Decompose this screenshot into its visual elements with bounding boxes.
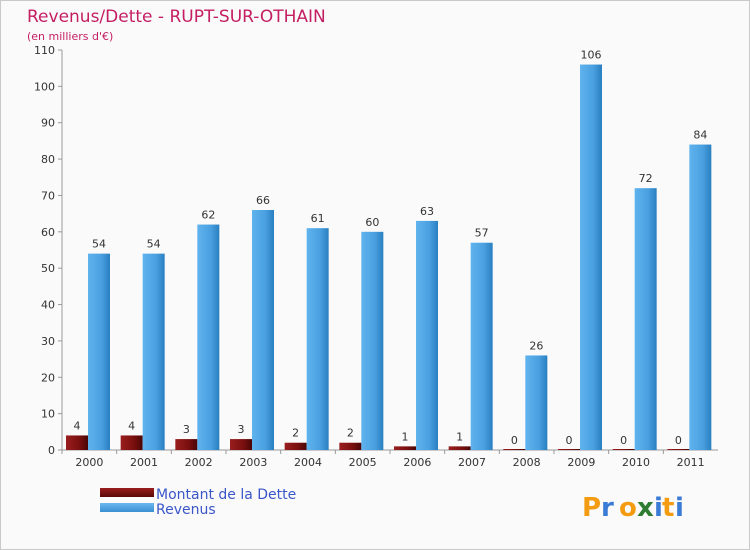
- y-tick-label: 100: [34, 80, 55, 93]
- legend-swatch-revenus: [100, 503, 154, 512]
- bar-dette: [612, 449, 635, 450]
- value-label: 1: [456, 430, 463, 443]
- x-tick-label: 2010: [622, 456, 650, 469]
- bar-revenus: [88, 253, 110, 450]
- y-tick-label: 80: [41, 153, 55, 166]
- logo-letter: P: [582, 493, 601, 523]
- logo-letter: o: [619, 493, 637, 523]
- bar-revenus: [689, 144, 712, 450]
- bar-dette: [448, 446, 471, 450]
- value-label: 3: [238, 423, 245, 436]
- bar-revenus: [142, 253, 165, 450]
- y-tick-label: 40: [41, 299, 55, 312]
- y-tick-label: 10: [41, 408, 55, 421]
- bar-dette: [558, 449, 580, 450]
- bar-revenus: [416, 220, 438, 450]
- value-label: 0: [620, 434, 627, 447]
- value-label: 54: [92, 238, 106, 251]
- legend-label-dette: Montant de la Dette: [156, 487, 296, 503]
- bar-dette: [667, 449, 690, 450]
- chart-title: Revenus/Dette - RUPT-SUR-OTHAIN: [27, 7, 326, 27]
- value-label: 4: [128, 419, 135, 432]
- x-tick-label: 2008: [513, 456, 541, 469]
- bar-revenus: [470, 242, 493, 450]
- value-label: 26: [529, 339, 543, 352]
- x-tick-label: 2007: [458, 456, 486, 469]
- value-label: 2: [292, 427, 299, 440]
- value-label: 0: [511, 434, 518, 447]
- y-tick-label: 60: [41, 226, 55, 239]
- value-label: 2: [347, 427, 354, 440]
- bar-dette: [66, 435, 88, 450]
- value-label: 0: [566, 434, 573, 447]
- value-label: 72: [639, 172, 653, 185]
- logo-letter: x: [637, 493, 654, 523]
- value-label: 61: [311, 212, 325, 225]
- x-tick-label: 2009: [567, 456, 595, 469]
- bar-revenus: [252, 210, 274, 450]
- chart-subtitle: (en milliers d'€): [27, 30, 113, 43]
- bars-group: [66, 64, 712, 450]
- y-tick-label: 90: [41, 117, 55, 130]
- legend-label-revenus: Revenus: [156, 502, 216, 518]
- bar-dette: [339, 442, 362, 450]
- bar-revenus: [306, 228, 329, 450]
- logo-letter: r: [601, 493, 614, 523]
- logo-letter: t: [662, 493, 674, 523]
- legend: Montant de la Dette Revenus: [100, 487, 296, 518]
- bar-revenus: [525, 355, 548, 450]
- x-tick-label: 2006: [403, 456, 431, 469]
- value-label: 63: [420, 205, 434, 218]
- x-tick-label: 2000: [75, 456, 103, 469]
- value-label: 4: [74, 419, 81, 432]
- y-tick-label: 70: [41, 189, 55, 202]
- value-label: 62: [201, 209, 215, 222]
- x-tick-label: 2001: [130, 456, 158, 469]
- y-tick-label: 20: [41, 371, 55, 384]
- y-tick-label: 110: [34, 44, 55, 57]
- value-label: 66: [256, 194, 270, 207]
- value-label: 3: [183, 423, 190, 436]
- y-tick-label: 50: [41, 262, 55, 275]
- bar-dette: [503, 449, 526, 450]
- bar-revenus: [197, 224, 220, 450]
- x-tick-label: 2003: [239, 456, 267, 469]
- value-label: 84: [693, 129, 707, 142]
- bar-revenus: [580, 64, 602, 450]
- legend-swatch-dette: [100, 488, 154, 497]
- value-labels: 4 4 3 3 2 2 1 1 0 0 0 0 54 54 62 66 61 60 63 57 26 106 72 84: [74, 49, 708, 447]
- value-label: 60: [365, 216, 379, 229]
- value-label: 0: [675, 434, 682, 447]
- x-tick-label: 2005: [349, 456, 377, 469]
- bar-dette: [230, 439, 252, 450]
- value-label: 57: [475, 227, 489, 240]
- logo-letter: i: [675, 493, 684, 523]
- bar-dette: [284, 442, 307, 450]
- logo-letter: i: [654, 493, 663, 523]
- bar-revenus: [361, 231, 384, 450]
- y-tick-label: 0: [48, 444, 55, 457]
- x-tick-label: 2011: [677, 456, 705, 469]
- value-label: 1: [402, 430, 409, 443]
- x-tick-label: 2004: [294, 456, 322, 469]
- bar-revenus: [634, 188, 657, 450]
- y-tick-label: 30: [41, 335, 55, 348]
- bar-dette: [394, 446, 416, 450]
- bar-dette: [120, 435, 143, 450]
- value-label: 106: [581, 49, 602, 62]
- x-tick-label: 2002: [185, 456, 213, 469]
- value-label: 54: [147, 238, 161, 251]
- bar-dette: [175, 439, 198, 450]
